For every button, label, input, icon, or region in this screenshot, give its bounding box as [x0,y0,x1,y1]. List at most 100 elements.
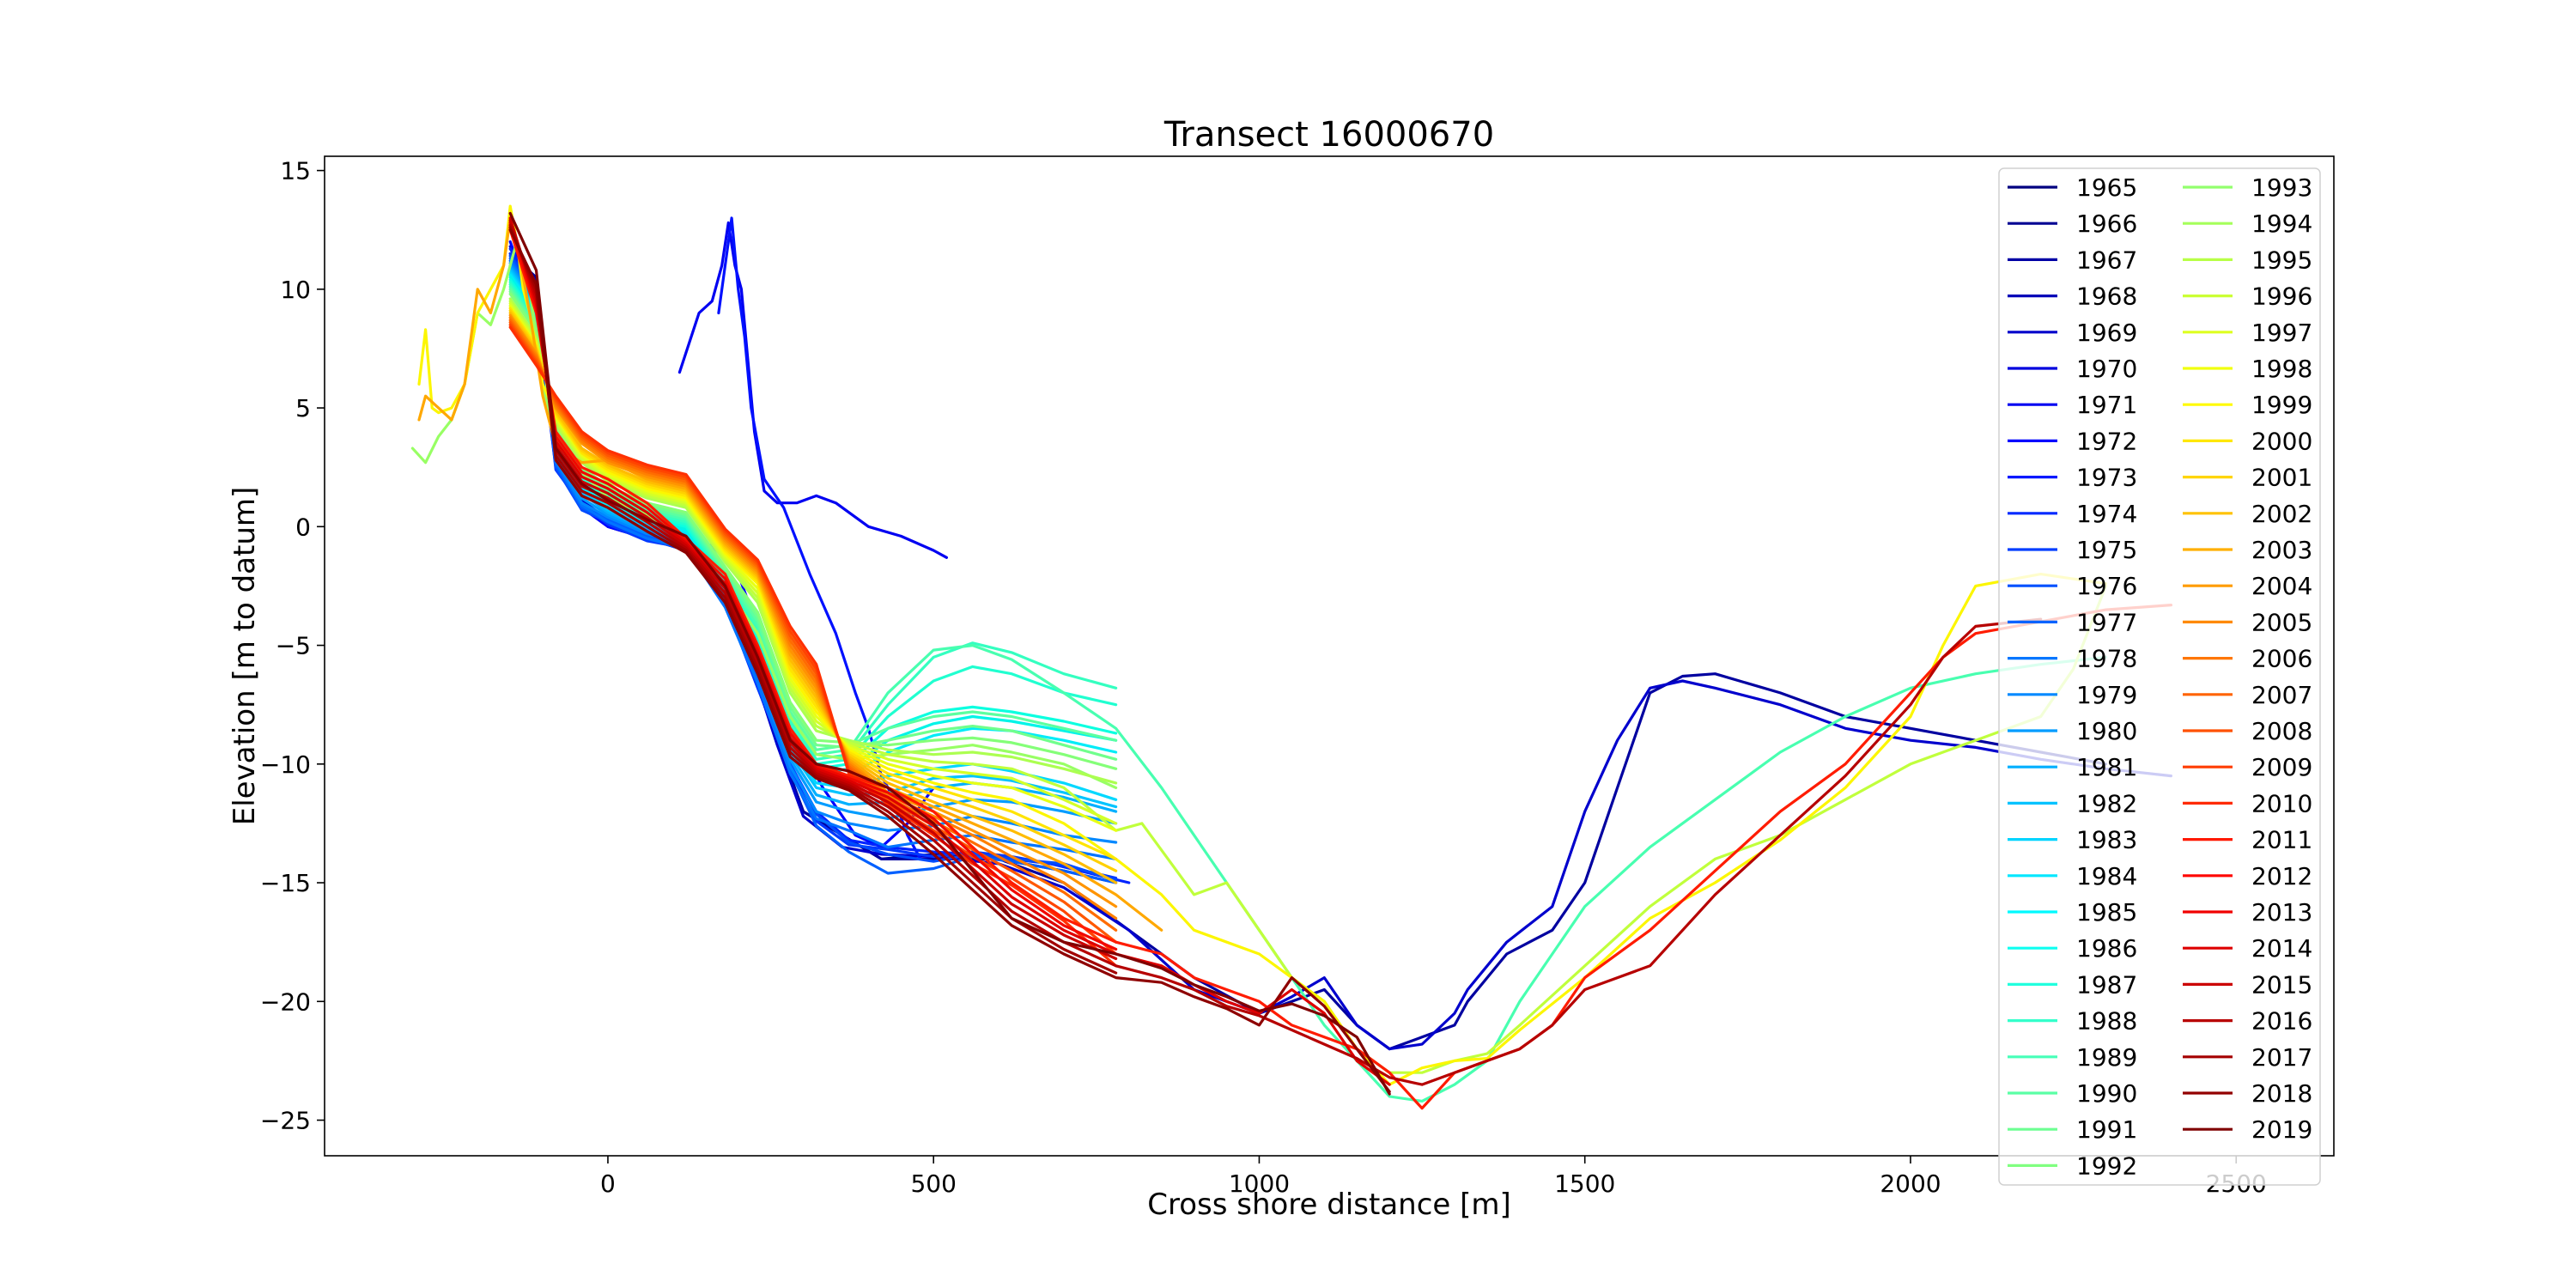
y-tick-label: −20 [260,987,311,1016]
legend-label: 2008 [2251,717,2312,745]
legend-item-2016: 2016 [2183,1007,2312,1036]
y-tick-label: −25 [260,1107,311,1135]
y-tick-label: 5 [295,394,311,422]
legend-label: 2016 [2251,1007,2312,1036]
legend-item-1993: 1993 [2183,173,2312,202]
legend-item-1972: 1972 [2008,427,2137,455]
y-tick-label: −15 [260,869,311,897]
legend-item-1984: 1984 [2008,862,2137,890]
legend-label: 1981 [2076,753,2137,781]
legend-label: 1971 [2076,391,2137,419]
legend-label: 1969 [2076,319,2137,347]
legend-label: 1984 [2076,862,2137,890]
legend-item-1988: 1988 [2008,1007,2137,1036]
legend-label: 1998 [2251,355,2312,383]
x-axis-title: Cross shore distance [m] [1147,1188,1511,1222]
legend-item-1994: 1994 [2183,210,2312,238]
legend-item-1997: 1997 [2183,319,2312,347]
legend-item-2011: 2011 [2183,826,2312,854]
legend-item-1991: 1991 [2008,1115,2137,1144]
legend-item-2001: 2001 [2183,464,2312,492]
legend-label: 2004 [2251,572,2312,600]
legend-item-1987: 1987 [2008,970,2137,999]
legend-item-1986: 1986 [2008,934,2137,963]
y-tick-label: −5 [276,632,311,660]
x-tick-label: 500 [910,1170,956,1198]
legend-label: 1970 [2076,355,2137,383]
legend-label: 1979 [2076,681,2137,709]
legend-item-1979: 1979 [2008,681,2137,709]
x-tick-label: 0 [600,1170,616,1198]
legend: 1965 1966 1967 1968 1969 1970 1971 1972 1973 1974… [1998,167,2321,1186]
legend-item-2019: 2019 [2183,1115,2312,1144]
x-tick-label: 1000 [1229,1170,1290,1198]
legend-item-2012: 2012 [2183,862,2312,890]
legend-item-1992: 1992 [2008,1151,2137,1180]
legend-label: 2009 [2251,753,2312,781]
legend-label: 2005 [2251,608,2312,636]
legend-item-1983: 1983 [2008,826,2137,854]
y-tick-label: 0 [295,513,311,541]
legend-label: 1974 [2076,500,2137,528]
y-axis-title: Elevation [m to datum] [228,487,262,826]
legend-item-1976: 1976 [2008,572,2137,600]
legend-label: 2017 [2251,1043,2312,1072]
series-line-2006 [508,228,2172,1110]
legend-label: 1986 [2076,934,2137,963]
legend-item-1981: 1981 [2008,753,2137,781]
series-line-2012 [508,228,1391,1093]
legend-label: 1987 [2076,970,2137,999]
series-line-2013 [508,211,1391,1096]
legend-item-2006: 2006 [2183,645,2312,673]
legend-item-2018: 2018 [2183,1079,2312,1108]
legend-label: 1990 [2076,1079,2137,1108]
legend-item-2002: 2002 [2183,500,2312,528]
legend-label: 2006 [2251,645,2312,673]
legend-label: 2015 [2251,970,2312,999]
legend-label: 1973 [2076,464,2137,492]
legend-label: 1982 [2076,789,2137,817]
x-tick-label: 1500 [1554,1170,1615,1198]
legend-label: 2014 [2251,934,2312,963]
legend-item-1999: 1999 [2183,391,2312,419]
legend-label: 1992 [2076,1151,2137,1180]
series-line-2001 [508,316,1118,920]
legend-item-2017: 2017 [2183,1043,2312,1072]
legend-item-1985: 1985 [2008,898,2137,927]
y-tick-label: −10 [260,750,311,779]
legend-label: 2019 [2251,1115,2312,1144]
legend-label: 2012 [2251,862,2312,890]
legend-label: 1978 [2076,645,2137,673]
legend-item-2013: 2013 [2183,898,2312,927]
legend-label: 2010 [2251,789,2312,817]
legend-item-1968: 1968 [2008,283,2137,311]
legend-item-1982: 1982 [2008,789,2137,817]
legend-label: 2018 [2251,1079,2312,1108]
series-line-2011 [508,226,1118,975]
legend-item-1975: 1975 [2008,536,2137,564]
legend-label: 2003 [2251,536,2312,564]
series-line-2000 [508,313,1118,908]
y-axis-ticks: 15 10 5 0 −5 −10 −15 −20 −25 [260,157,325,1135]
legend-label: 2011 [2251,826,2312,854]
legend-item-2008: 2008 [2183,717,2312,745]
series-line-2007 [508,221,1118,951]
series-line-1968 [677,221,949,559]
legend-label: 1977 [2076,608,2137,636]
legend-label: 1980 [2076,717,2137,745]
y-tick-label: 10 [280,276,311,304]
legend-item-1966: 1966 [2008,210,2137,238]
legend-label: 1972 [2076,427,2137,455]
legend-label: 2002 [2251,500,2312,528]
legend-item-1969: 1969 [2008,319,2137,347]
legend-item-2015: 2015 [2183,970,2312,999]
legend-label: 2001 [2251,464,2312,492]
legend-item-1965: 1965 [2008,173,2137,202]
legend-label: 1983 [2076,826,2137,854]
legend-item-1995: 1995 [2183,246,2312,274]
legend-label: 2007 [2251,681,2312,709]
legend-label: 1968 [2076,283,2137,311]
legend-item-2010: 2010 [2183,789,2312,817]
legend-item-1998: 1998 [2183,355,2312,383]
